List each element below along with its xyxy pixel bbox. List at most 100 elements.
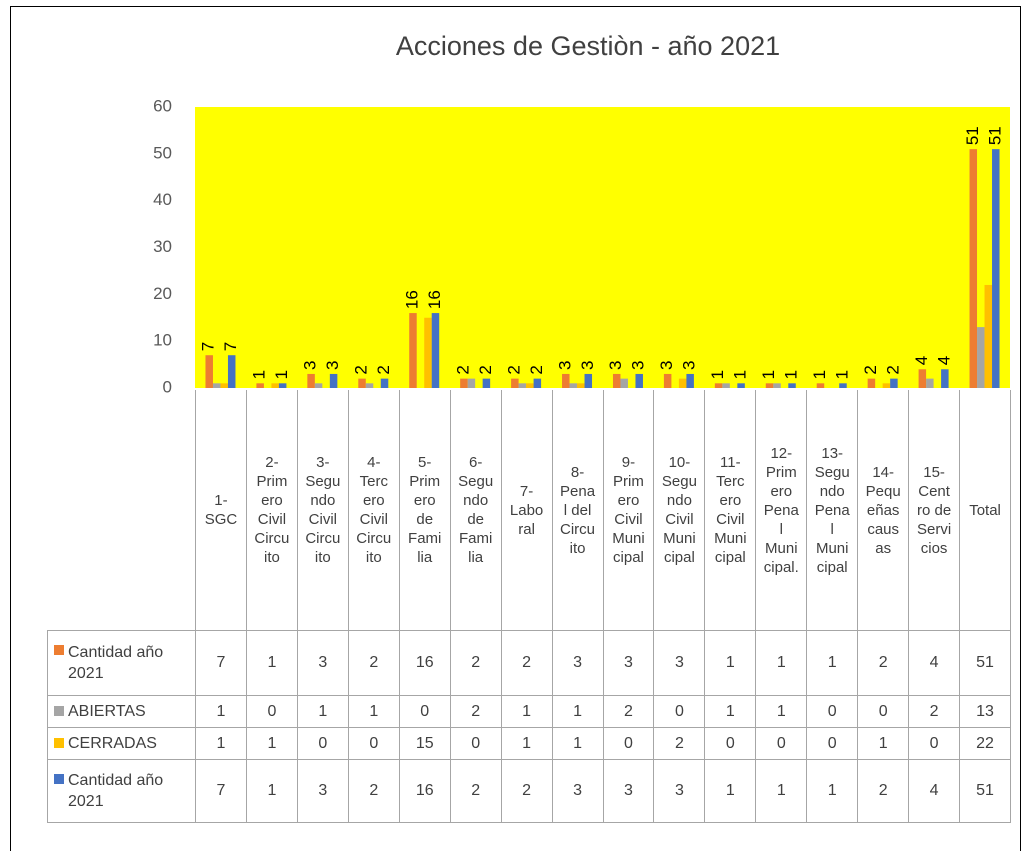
category-cell: 5-Primero de Familia xyxy=(398,390,451,631)
table-value: 1 xyxy=(195,727,247,760)
data-label: 1 xyxy=(782,370,801,379)
data-label: 3 xyxy=(629,360,648,369)
legend-label: Cantidad año 2021 xyxy=(68,772,164,810)
category-cell: 1-SGC xyxy=(195,390,247,631)
table-value: 0 xyxy=(857,695,910,728)
table-value: 4 xyxy=(908,759,961,823)
bar xyxy=(278,383,287,388)
data-label: 2 xyxy=(476,365,495,374)
table-value: 2 xyxy=(908,695,961,728)
table-value: 0 xyxy=(449,727,502,760)
bar xyxy=(635,373,643,388)
legend-swatch xyxy=(54,738,64,748)
data-label: 2 xyxy=(861,365,880,374)
data-label: 1 xyxy=(832,370,851,379)
bar xyxy=(212,383,221,388)
table-value: 51 xyxy=(959,759,1011,823)
table-value: 0 xyxy=(347,727,400,760)
table-value: 1 xyxy=(857,727,910,760)
table-value: 0 xyxy=(806,695,859,728)
y-tick-label: 20 xyxy=(153,284,172,303)
y-tick-label: 10 xyxy=(153,331,172,350)
table-value: 2 xyxy=(857,630,910,696)
x-tick-label: Total xyxy=(969,501,1001,519)
data-label: 16 xyxy=(425,290,444,309)
bar xyxy=(314,383,323,388)
data-label: 1 xyxy=(708,370,727,379)
bar xyxy=(424,317,432,388)
bar xyxy=(788,383,796,388)
x-tick-label: 4-Tercero Civil Circuito xyxy=(356,454,392,566)
category-cell: 9-Primero Civil Municipal xyxy=(602,390,655,631)
chart-frame xyxy=(10,6,1021,851)
data-label: 2 xyxy=(504,365,523,374)
table-value: 0 xyxy=(398,695,451,728)
table-value: 0 xyxy=(704,727,757,760)
data-label: 51 xyxy=(985,126,1004,145)
bar xyxy=(773,383,781,388)
table-value: 2 xyxy=(500,759,553,823)
legend-label: Cantidad año 2021 xyxy=(68,644,164,682)
bar xyxy=(678,378,687,388)
legend-cell: ABIERTAS xyxy=(47,695,196,728)
x-tick-label: 2-Primero Civil Circuito xyxy=(254,454,290,566)
table-value: 1 xyxy=(500,695,553,728)
bar xyxy=(941,369,949,388)
category-cell: 13-Segundo Penal Municipal xyxy=(806,390,859,631)
bar xyxy=(205,355,213,388)
table-value: 2 xyxy=(653,727,706,760)
table-value: 3 xyxy=(602,759,655,823)
x-tick-label: 12-Primero Penal Municipal. xyxy=(763,444,799,576)
bar xyxy=(358,378,366,388)
table-value: 2 xyxy=(857,759,910,823)
category-cell: 15-Centro de Servicios xyxy=(908,390,961,631)
bar xyxy=(271,383,279,388)
table-value: 0 xyxy=(602,727,655,760)
table-value: 1 xyxy=(704,695,757,728)
table-value: 16 xyxy=(398,759,451,823)
legend-label: CERRADAS xyxy=(68,735,157,752)
bar xyxy=(839,383,847,388)
table-value: 0 xyxy=(296,727,349,760)
data-label: 3 xyxy=(555,360,574,369)
x-tick-label: 1-SGC xyxy=(204,492,238,528)
bar xyxy=(467,378,476,388)
bar xyxy=(227,355,236,388)
data-label: 2 xyxy=(352,365,371,374)
data-label: 1 xyxy=(250,370,269,379)
legend-cell: CERRADAS xyxy=(47,727,196,760)
table-value: 3 xyxy=(653,759,706,823)
table-value: 2 xyxy=(602,695,655,728)
table-value: 2 xyxy=(449,759,502,823)
legend-cell: Cantidad año 2021 xyxy=(47,759,196,823)
table-value: 1 xyxy=(245,727,298,760)
table-value: 3 xyxy=(551,759,604,823)
data-label: 1 xyxy=(810,370,829,379)
bar xyxy=(612,373,621,388)
category-cell: Total xyxy=(959,390,1011,631)
data-label: 3 xyxy=(578,360,597,369)
data-label: 4 xyxy=(912,356,931,365)
table-value: 0 xyxy=(908,727,961,760)
table-value: 1 xyxy=(704,630,757,696)
bar xyxy=(380,378,389,388)
bar xyxy=(663,373,672,388)
bar xyxy=(460,378,468,388)
data-label: 1 xyxy=(272,370,291,379)
table-value: 16 xyxy=(398,630,451,696)
category-cell: 11-Tercero Civil Municipal xyxy=(704,390,757,631)
x-tick-label: 8-Penal del Circuito xyxy=(560,463,596,557)
bar xyxy=(569,383,578,388)
table-value: 0 xyxy=(755,727,808,760)
bar xyxy=(562,373,570,388)
bar xyxy=(307,373,315,388)
table-value: 2 xyxy=(449,630,502,696)
bar xyxy=(220,383,228,388)
bar xyxy=(882,383,891,388)
data-label: 16 xyxy=(402,290,421,309)
bar xyxy=(816,383,825,388)
category-cell: 4-Tercero Civil Circuito xyxy=(347,390,400,631)
table-value: 1 xyxy=(806,630,859,696)
